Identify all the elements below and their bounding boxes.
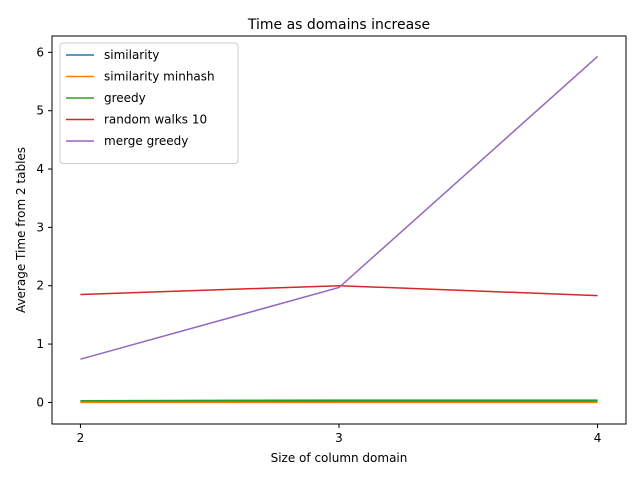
legend-box [59, 42, 239, 164]
y-tick-label: 0 [36, 395, 44, 409]
x-tick-label: 2 [77, 431, 85, 445]
legend-label-1: similarity minhash [104, 70, 215, 84]
legend-label-0: similarity [104, 48, 159, 62]
legend: similarity similarity minhash greedy random… [59, 42, 239, 164]
series-line-2 [80, 399, 598, 402]
y-tick-label: 2 [36, 279, 44, 293]
x-axis: 2 3 4 [77, 424, 602, 445]
y-tick-label: 4 [36, 162, 44, 176]
series-line-4 [80, 55, 599, 360]
x-tick-label: 3 [335, 431, 343, 445]
x-axis-label: Size of column domain [271, 451, 408, 465]
series-line-3 [80, 284, 598, 297]
y-axis-label: Average Time from 2 tables [14, 147, 28, 313]
y-axis: 0 1 2 3 4 5 6 [36, 45, 52, 409]
chart-title: Time as domains increase [247, 17, 430, 33]
legend-label-2: greedy [104, 91, 146, 105]
y-tick-label: 6 [36, 45, 44, 59]
legend-label-3: random walks 10 [104, 113, 207, 127]
y-tick-label: 1 [36, 337, 44, 351]
legend-label-4: merge greedy [104, 134, 188, 148]
y-tick-label: 5 [36, 104, 44, 118]
series-layer [80, 55, 599, 404]
x-tick-label: 4 [594, 431, 602, 445]
y-tick-label: 3 [36, 220, 44, 234]
